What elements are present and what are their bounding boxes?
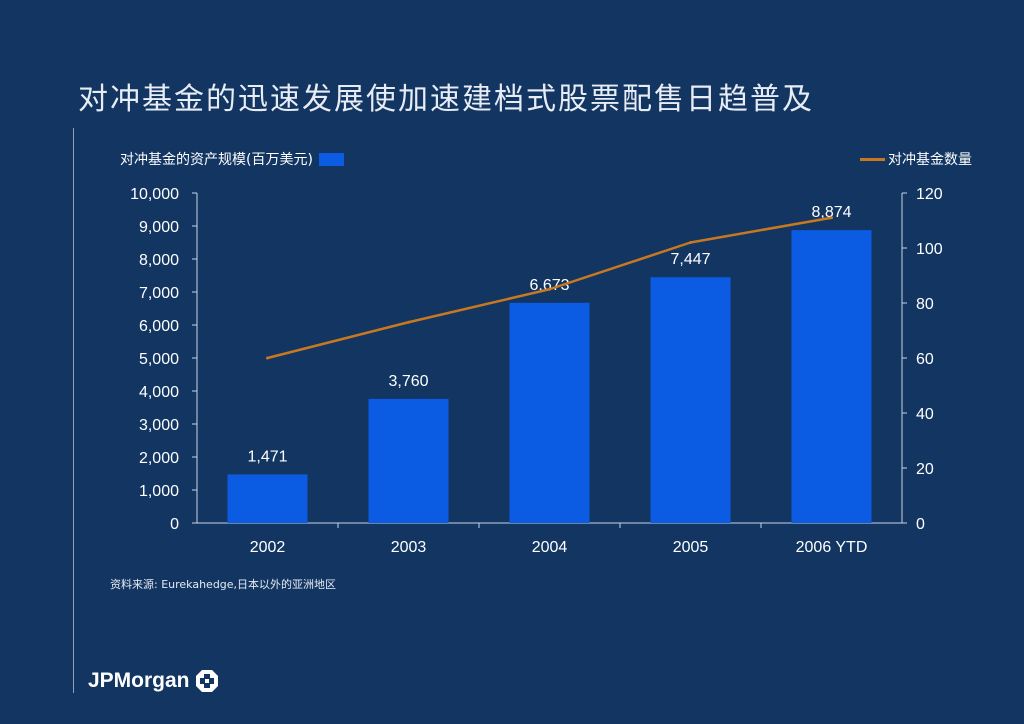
bar-data-label: 6,673 (529, 277, 569, 294)
bar-data-label: 1,471 (247, 448, 287, 465)
y-left-tick-label: 5,000 (139, 351, 179, 368)
bar (509, 302, 590, 523)
bar (227, 474, 308, 523)
bar-data-label: 8,874 (811, 204, 851, 221)
y-right-tick-label: 0 (916, 516, 925, 533)
legend-bars-label: 对冲基金的资产规模(百万美元) (120, 152, 313, 168)
line-point (830, 216, 833, 220)
bar (791, 230, 872, 523)
x-tick-label: 2005 (673, 539, 709, 556)
y-left-tick-label: 0 (170, 516, 179, 533)
line-point (548, 287, 551, 291)
y-left-tick-label: 4,000 (139, 384, 179, 401)
legend-bar-swatch (318, 152, 344, 166)
source-note: 资料来源: Eurekahedge,日本以外的亚洲地区 (110, 578, 337, 591)
divider-line (73, 128, 74, 693)
legend-line-swatch (860, 157, 885, 161)
y-left-tick-label: 8,000 (139, 252, 179, 269)
line-point (407, 320, 410, 324)
line-point (689, 241, 692, 244)
y-left-tick-label: 2,000 (139, 450, 179, 467)
legend-line: 对冲基金数量 (860, 149, 972, 169)
y-left-tick-label: 9,000 (139, 219, 179, 236)
octagon-logo-icon (195, 670, 218, 692)
x-tick-label: 2006 YTD (796, 539, 868, 556)
y-right-tick-label: 20 (916, 461, 934, 478)
y-right-tick-label: 60 (916, 351, 934, 368)
logo-text: JPMorgan (88, 669, 190, 692)
bar (368, 398, 449, 523)
y-right-tick-label: 100 (916, 241, 943, 258)
x-tick-label: 2003 (391, 539, 427, 556)
page-title: 对冲基金的迅速发展使加速建档式股票配售日趋普及 (78, 82, 814, 117)
bar (650, 277, 731, 523)
y-left-tick-label: 3,000 (139, 417, 179, 434)
legend-bars: 对冲基金的资产规模(百万美元) (120, 149, 344, 169)
y-left-tick-label: 7,000 (139, 285, 179, 302)
bar-data-label: 7,447 (670, 251, 710, 268)
jpmorgan-logo: JPMorgan (88, 669, 219, 693)
legend-line-label: 对冲基金数量 (888, 152, 972, 168)
y-right-tick-label: 40 (916, 406, 934, 423)
y-left-tick-label: 1,000 (139, 483, 179, 500)
bar-data-label: 3,760 (388, 373, 428, 390)
y-left-tick-label: 10,000 (130, 186, 179, 203)
y-right-tick-label: 80 (916, 296, 934, 313)
y-left-tick-label: 6,000 (139, 318, 179, 335)
y-right-tick-label: 120 (916, 186, 943, 203)
x-tick-label: 2002 (250, 539, 286, 556)
x-tick-label: 2004 (532, 539, 568, 556)
line-point (266, 356, 269, 360)
